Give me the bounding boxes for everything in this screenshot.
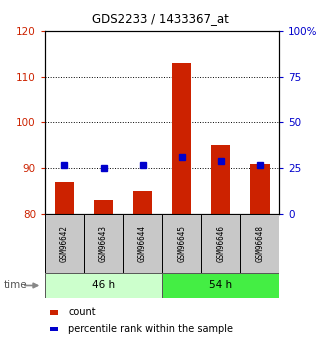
Text: GSM96648: GSM96648	[255, 225, 264, 262]
Bar	[45, 214, 84, 273]
Text: percentile rank within the sample: percentile rank within the sample	[68, 324, 233, 334]
Text: GSM96644: GSM96644	[138, 225, 147, 262]
Text: time: time	[3, 280, 27, 290]
Bar	[123, 214, 162, 273]
Text: 46 h: 46 h	[92, 280, 115, 290]
Bar	[84, 214, 123, 273]
Bar	[55, 182, 74, 214]
Bar	[240, 214, 279, 273]
Bar	[211, 145, 230, 214]
Bar	[162, 214, 201, 273]
Bar	[162, 273, 279, 298]
Bar	[50, 327, 58, 331]
Text: 54 h: 54 h	[209, 280, 232, 290]
Text: GSM96643: GSM96643	[99, 225, 108, 262]
Text: GSM96642: GSM96642	[60, 225, 69, 262]
Bar	[94, 200, 113, 214]
Bar	[172, 63, 191, 214]
Text: GSM96646: GSM96646	[216, 225, 225, 262]
Bar	[250, 164, 270, 214]
Text: GSM96645: GSM96645	[177, 225, 186, 262]
Bar	[45, 273, 162, 298]
Bar	[50, 310, 58, 315]
Bar	[133, 191, 152, 214]
Bar	[201, 214, 240, 273]
Text: GDS2233 / 1433367_at: GDS2233 / 1433367_at	[92, 12, 229, 26]
Text: count: count	[68, 307, 96, 317]
